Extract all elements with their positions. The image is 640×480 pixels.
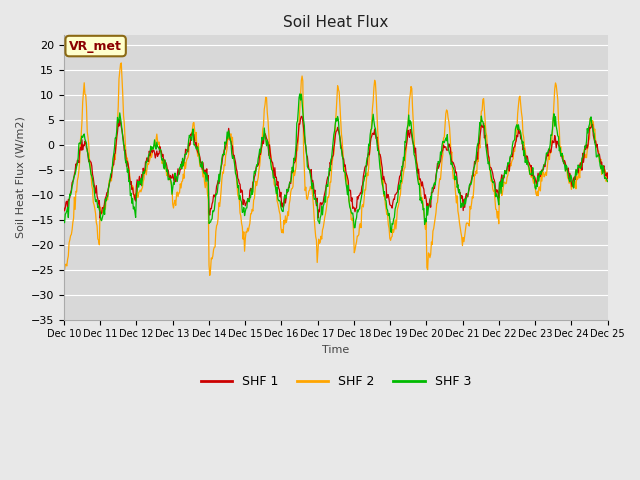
Y-axis label: Soil Heat Flux (W/m2): Soil Heat Flux (W/m2) (15, 117, 25, 239)
Line: SHF 1: SHF 1 (64, 116, 608, 218)
SHF 3 (60, 217, 68, 223)
SHF 3 (296, 91, 303, 97)
SHF 2 (403, 129, 411, 134)
Legend: SHF 1, SHF 2, SHF 3: SHF 1, SHF 2, SHF 3 (196, 370, 476, 393)
Line: SHF 2: SHF 2 (64, 63, 608, 276)
SHF 2 (206, 273, 214, 278)
SHF 1 (298, 113, 305, 119)
Title: Soil Heat Flux: Soil Heat Flux (283, 15, 388, 30)
SHF 3 (70, 175, 77, 181)
SHF 1 (403, 137, 411, 143)
SHF 2 (60, 268, 68, 274)
Line: SHF 3: SHF 3 (64, 94, 608, 232)
SHF 2 (117, 60, 125, 66)
SHF 1 (96, 215, 104, 221)
SHF 3 (125, 178, 133, 184)
SHF 2 (211, 244, 219, 250)
SHF 3 (387, 229, 395, 235)
SHF 3 (403, 125, 411, 131)
SHF 3 (419, 207, 427, 213)
SHF 2 (604, 170, 612, 176)
SHF 2 (70, 215, 77, 221)
SHF 1 (211, 192, 218, 198)
SHF 1 (127, 181, 134, 187)
SHF 2 (127, 181, 134, 187)
SHF 1 (60, 205, 68, 211)
SHF 2 (182, 166, 189, 171)
SHF 3 (604, 179, 612, 184)
SHF 1 (70, 177, 77, 182)
SHF 1 (182, 146, 189, 152)
SHF 1 (604, 176, 612, 181)
Text: VR_met: VR_met (69, 39, 122, 52)
X-axis label: Time: Time (322, 345, 349, 355)
SHF 3 (181, 152, 189, 157)
SHF 1 (419, 184, 427, 190)
SHF 2 (419, 201, 427, 207)
SHF 3 (210, 209, 218, 215)
